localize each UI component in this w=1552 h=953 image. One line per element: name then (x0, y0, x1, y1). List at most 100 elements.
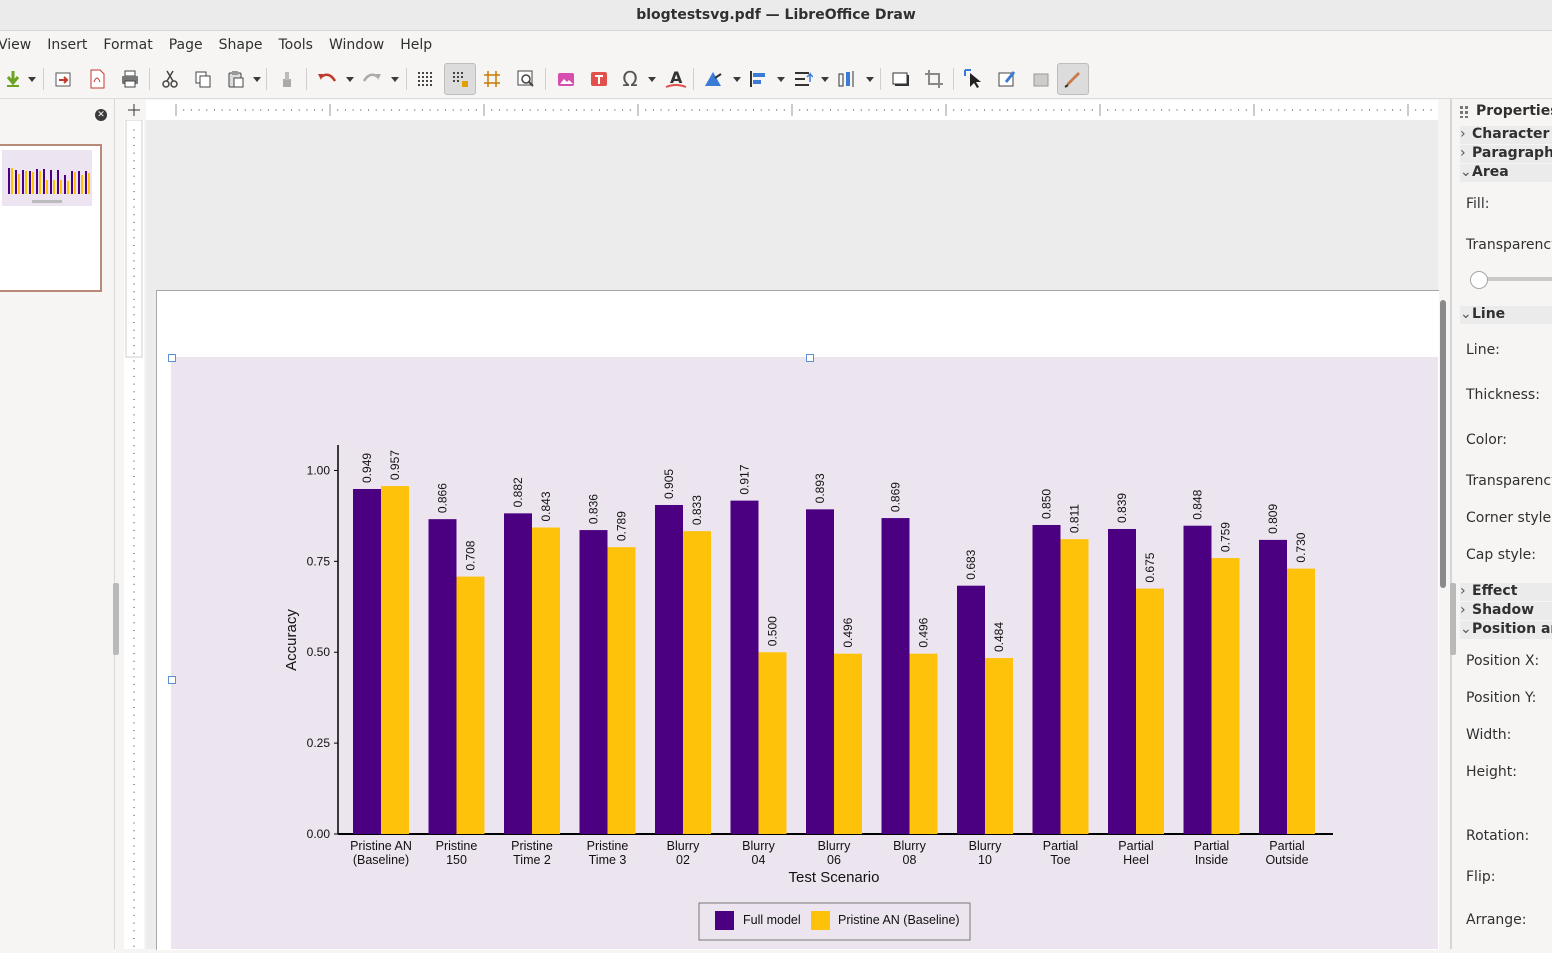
export-pdf-icon[interactable] (84, 66, 110, 92)
toggle-extrusion-icon[interactable] (995, 66, 1021, 92)
zoom-icon[interactable] (513, 66, 539, 92)
section-shadow[interactable]: › Shadow (1460, 602, 1552, 620)
crop-icon[interactable] (921, 66, 947, 92)
section-paragraph[interactable]: › Paragraph (1460, 145, 1552, 163)
x-tick-label: Blurry (667, 839, 700, 853)
vertical-ruler[interactable] (124, 119, 144, 949)
arrange-icon[interactable] (790, 66, 816, 92)
bar (730, 500, 759, 834)
distribute-icon[interactable] (834, 66, 860, 92)
transparency-slider[interactable] (1470, 277, 1552, 281)
bar (428, 519, 457, 834)
chevron-down-icon[interactable] (346, 77, 354, 82)
toolbar-separator (880, 68, 881, 90)
transform-icon[interactable] (701, 66, 727, 92)
special-character-icon[interactable]: Ω (622, 67, 638, 91)
page-thumbnail[interactable] (0, 144, 102, 292)
chevron-down-icon[interactable] (391, 77, 399, 82)
bar (607, 547, 636, 834)
y-tick-label: 0.50 (307, 645, 331, 659)
toolbar-separator (406, 68, 407, 90)
bar-value-label: 0.957 (388, 450, 402, 480)
section-label: Position an (1472, 621, 1552, 637)
bar-value-label: 0.905 (662, 469, 676, 499)
close-icon[interactable]: ✕ (95, 109, 107, 121)
chevron-down-icon[interactable] (253, 77, 261, 82)
selection-handle[interactable] (168, 676, 176, 684)
bar-value-label: 0.683 (964, 549, 978, 579)
select-icon[interactable] (961, 66, 987, 92)
y-axis-title: Accuracy (283, 609, 300, 671)
print-icon[interactable] (117, 66, 143, 92)
legend-swatch (715, 911, 734, 930)
x-tick-label: Blurry (893, 839, 926, 853)
section-line[interactable]: ⌄Line (1460, 306, 1552, 324)
rotation-label: Rotation: (1466, 828, 1530, 844)
legend-label: Full model (743, 913, 801, 927)
bar (909, 653, 938, 834)
y-tick-label: 0.00 (307, 827, 331, 841)
chevron-down-icon[interactable] (28, 77, 36, 82)
textbox-icon[interactable] (586, 66, 612, 92)
helplines-icon[interactable] (479, 66, 505, 92)
grip-icon[interactable] (1460, 106, 1468, 118)
pane-collapse-handle[interactable] (113, 583, 119, 655)
menu-shape[interactable]: Shape (218, 37, 263, 53)
bar-value-label: 0.833 (690, 495, 704, 525)
section-position-size[interactable]: ⌄Position an (1460, 621, 1552, 639)
toolbar-separator (693, 68, 694, 90)
section-area[interactable]: ⌄Area (1460, 164, 1552, 182)
y-tick-label: 0.75 (307, 554, 331, 568)
section-effect[interactable]: › Effect (1460, 583, 1552, 601)
redo-icon[interactable] (359, 66, 385, 92)
align-icon[interactable] (746, 66, 772, 92)
chevron-right-icon: › (1460, 583, 1466, 599)
x-tick-label: Pristine AN (350, 839, 412, 853)
draw-function-icon[interactable] (1057, 63, 1089, 95)
chevron-down-icon[interactable] (821, 77, 829, 82)
menu-page[interactable]: Page (168, 37, 203, 53)
chevron-down-icon[interactable] (648, 77, 656, 82)
menu-view[interactable]: View (0, 37, 32, 53)
grid-icon[interactable] (412, 66, 438, 92)
corner-style-label: Corner style: (1466, 510, 1552, 526)
chevron-down-icon[interactable] (733, 77, 741, 82)
copy-icon[interactable] (190, 66, 216, 92)
selection-handle[interactable] (168, 354, 176, 362)
height-label: Height: (1466, 764, 1517, 780)
x-axis-title: Test Scenario (789, 869, 880, 886)
menu-bar: View Insert Format Page Shape Tools Wind… (0, 31, 1552, 59)
bar-value-label: 0.484 (992, 622, 1006, 652)
clone-formatting-icon[interactable] (274, 66, 300, 92)
menu-insert[interactable]: Insert (47, 37, 88, 53)
points-icon[interactable] (1028, 66, 1054, 92)
bar-chart: 0.00 0.25 0.50 0.75 1.00 Accuracy 0.949 0.957 Pr… (283, 445, 1333, 941)
bar-value-label: 0.809 (1266, 504, 1280, 534)
menu-window[interactable]: Window (328, 37, 385, 53)
chevron-down-icon[interactable] (866, 77, 874, 82)
menu-tools[interactable]: Tools (278, 37, 313, 53)
bar-value-label: 0.893 (813, 473, 827, 503)
image-icon[interactable] (553, 66, 579, 92)
sidebar-collapse-handle[interactable] (1450, 583, 1456, 655)
paste-icon[interactable] (223, 66, 249, 92)
toolbar-separator (266, 68, 267, 90)
fontwork-icon[interactable]: A (663, 66, 689, 92)
horizontal-ruler[interactable] (146, 100, 1438, 120)
menu-help[interactable]: Help (400, 37, 433, 53)
selection-handle[interactable] (806, 354, 814, 362)
section-character[interactable]: › Character (1460, 126, 1552, 144)
undo-icon[interactable] (314, 66, 340, 92)
chevron-down-icon[interactable] (777, 77, 785, 82)
download-icon[interactable] (0, 66, 26, 92)
export-icon[interactable] (51, 66, 77, 92)
shadow-icon[interactable] (888, 66, 914, 92)
transparency-slider-knob[interactable] (1470, 271, 1488, 289)
properties-sidebar: Properties › Character › Paragraph ⌄Area F… (1456, 99, 1552, 949)
ruler-corner (124, 100, 146, 120)
menu-format[interactable]: Format (103, 37, 153, 53)
legend-swatch (811, 911, 830, 930)
snap-grid-icon[interactable] (444, 63, 476, 95)
cut-icon[interactable] (157, 66, 183, 92)
vertical-scrollbar[interactable] (1440, 300, 1446, 588)
